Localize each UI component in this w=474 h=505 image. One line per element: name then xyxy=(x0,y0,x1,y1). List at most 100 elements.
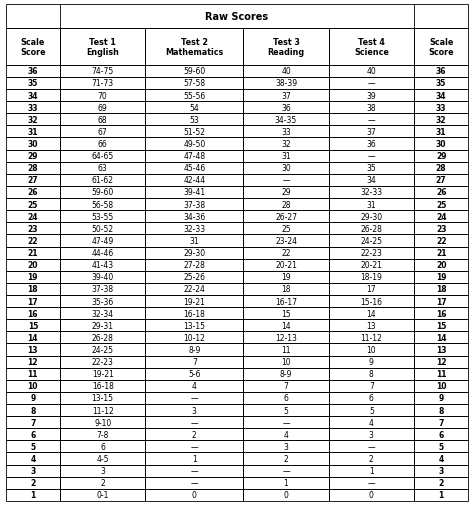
Text: 18-19: 18-19 xyxy=(360,273,382,282)
Bar xyxy=(243,114,328,126)
Text: 40: 40 xyxy=(281,67,291,76)
Bar xyxy=(414,271,468,283)
Text: 4: 4 xyxy=(30,454,36,463)
Bar xyxy=(60,102,146,114)
Bar xyxy=(414,223,468,235)
Bar xyxy=(328,368,414,380)
Bar xyxy=(414,150,468,163)
Bar xyxy=(243,440,328,452)
Text: 21: 21 xyxy=(436,248,447,258)
Bar xyxy=(146,138,243,150)
Bar xyxy=(146,477,243,489)
Bar xyxy=(243,308,328,320)
Text: 23: 23 xyxy=(436,224,447,233)
Bar xyxy=(6,114,60,126)
Text: 35-36: 35-36 xyxy=(91,297,114,306)
Bar xyxy=(243,90,328,102)
Bar xyxy=(60,223,146,235)
Text: 3: 3 xyxy=(438,466,444,475)
Bar xyxy=(60,235,146,247)
Bar xyxy=(328,259,414,271)
Bar xyxy=(60,428,146,440)
Bar xyxy=(243,332,328,344)
Text: 17: 17 xyxy=(27,297,38,306)
Text: 33: 33 xyxy=(436,104,447,113)
Bar xyxy=(146,198,243,211)
Bar xyxy=(414,283,468,295)
Bar xyxy=(243,295,328,308)
Bar xyxy=(60,344,146,356)
Text: 11-12: 11-12 xyxy=(360,333,382,342)
Text: 57-58: 57-58 xyxy=(183,79,205,88)
Text: 3: 3 xyxy=(100,466,105,475)
Bar xyxy=(414,489,468,501)
Bar xyxy=(414,308,468,320)
Bar xyxy=(146,259,243,271)
Text: 11: 11 xyxy=(27,370,38,378)
Text: 30: 30 xyxy=(436,140,447,149)
Text: 0: 0 xyxy=(369,490,374,499)
Text: 19: 19 xyxy=(27,273,38,282)
Bar xyxy=(243,344,328,356)
Text: —: — xyxy=(191,478,198,487)
Bar xyxy=(243,380,328,392)
Bar xyxy=(60,356,146,368)
Text: 6: 6 xyxy=(369,394,374,402)
Bar xyxy=(6,320,60,332)
Text: 1: 1 xyxy=(438,490,444,499)
Bar xyxy=(60,392,146,404)
Bar xyxy=(146,163,243,174)
Bar xyxy=(414,90,468,102)
Bar xyxy=(60,440,146,452)
Bar xyxy=(243,174,328,186)
Bar xyxy=(414,78,468,90)
Text: 2: 2 xyxy=(369,454,374,463)
Text: 34: 34 xyxy=(436,91,447,100)
Bar xyxy=(6,247,60,259)
Text: 0: 0 xyxy=(192,490,197,499)
Bar xyxy=(414,29,468,66)
Text: 7-8: 7-8 xyxy=(97,430,109,439)
Bar xyxy=(243,404,328,416)
Bar xyxy=(328,489,414,501)
Text: 29: 29 xyxy=(436,152,447,161)
Text: 2: 2 xyxy=(30,478,36,487)
Text: 2: 2 xyxy=(100,478,105,487)
Text: 64-65: 64-65 xyxy=(91,152,114,161)
Text: 7: 7 xyxy=(30,418,36,427)
Bar xyxy=(328,90,414,102)
Text: 36: 36 xyxy=(436,67,447,76)
Text: 9-10: 9-10 xyxy=(94,418,111,427)
Bar xyxy=(328,114,414,126)
Text: 59-60: 59-60 xyxy=(183,67,205,76)
Bar xyxy=(60,150,146,163)
Text: 34-35: 34-35 xyxy=(275,116,297,125)
Bar xyxy=(243,247,328,259)
Bar xyxy=(6,5,468,29)
Text: 31: 31 xyxy=(436,128,447,137)
Text: 32: 32 xyxy=(436,116,447,125)
Bar xyxy=(6,211,60,223)
Text: 29: 29 xyxy=(281,188,291,197)
Bar xyxy=(243,452,328,465)
Text: 20-21: 20-21 xyxy=(275,261,297,270)
Text: Test 3
Reading: Test 3 Reading xyxy=(267,38,305,57)
Text: Test 4
Science: Test 4 Science xyxy=(354,38,389,57)
Bar xyxy=(328,271,414,283)
Text: 7: 7 xyxy=(192,358,197,367)
Bar xyxy=(414,416,468,428)
Bar xyxy=(146,174,243,186)
Text: 39: 39 xyxy=(366,91,376,100)
Bar xyxy=(243,283,328,295)
Bar xyxy=(328,186,414,198)
Bar xyxy=(414,235,468,247)
Bar xyxy=(60,126,146,138)
Text: 11-12: 11-12 xyxy=(92,406,114,415)
Bar xyxy=(328,163,414,174)
Bar xyxy=(6,344,60,356)
Text: 16-18: 16-18 xyxy=(92,382,114,390)
Bar xyxy=(243,271,328,283)
Text: 9: 9 xyxy=(438,394,444,402)
Text: —: — xyxy=(367,79,375,88)
Text: 9: 9 xyxy=(30,394,36,402)
